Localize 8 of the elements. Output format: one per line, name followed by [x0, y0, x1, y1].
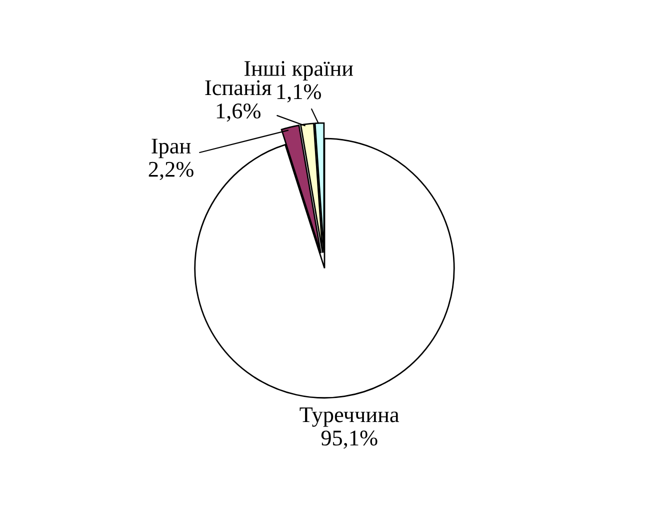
data-label: 95,1% [321, 430, 378, 449]
slice-label: Туреччина [300, 407, 400, 427]
slice-label: Іспанія [205, 80, 272, 96]
data-label: 1,1% [277, 84, 321, 102]
slice-label: Іран [152, 138, 191, 158]
data-label: 1,6% [216, 103, 260, 122]
slice-label: Інші країни [244, 61, 354, 80]
data-label: 2,2% [148, 162, 194, 180]
